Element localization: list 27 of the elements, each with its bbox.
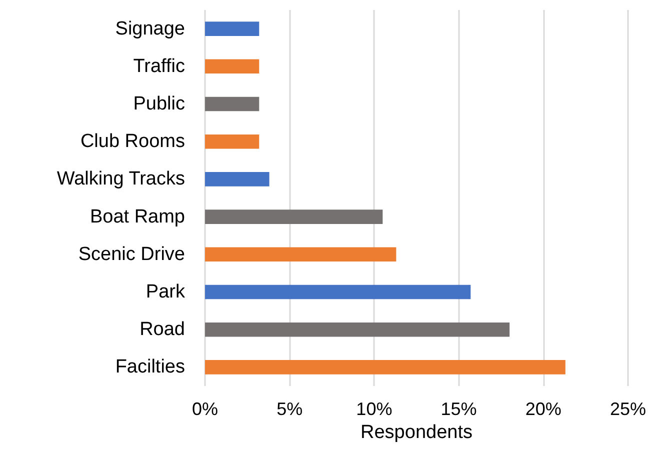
y-tick-label: Park <box>146 282 186 302</box>
x-tick-label: 20% <box>525 399 562 419</box>
bar <box>205 360 566 374</box>
x-tick-label: 25% <box>610 399 646 419</box>
bar <box>205 22 260 36</box>
bar <box>205 134 260 149</box>
y-tick-label: Road <box>140 319 185 340</box>
bar <box>205 322 510 337</box>
y-tick-label: Walking Tracks <box>56 168 185 190</box>
y-tick-label: Facilties <box>115 356 185 378</box>
bar <box>205 172 270 186</box>
y-tick-label: Signage <box>115 18 185 40</box>
y-tick-label: Public <box>133 94 185 114</box>
y-tick-label: Traffic <box>133 56 185 77</box>
bar <box>205 96 260 112</box>
x-tick-label: 0% <box>192 399 218 419</box>
bar <box>205 59 260 74</box>
bar <box>205 284 471 300</box>
y-tick-label: Scenic Drive <box>78 244 185 265</box>
x-tick-label: 5% <box>276 399 303 419</box>
bar <box>205 247 396 262</box>
y-tick-label: Boat Ramp <box>90 206 185 228</box>
bar <box>205 210 383 224</box>
y-tick-label: Club Rooms <box>80 131 185 152</box>
x-tick-label: 15% <box>440 399 477 419</box>
x-axis-title: Respondents <box>360 422 472 443</box>
x-tick-label: 10% <box>356 399 392 419</box>
